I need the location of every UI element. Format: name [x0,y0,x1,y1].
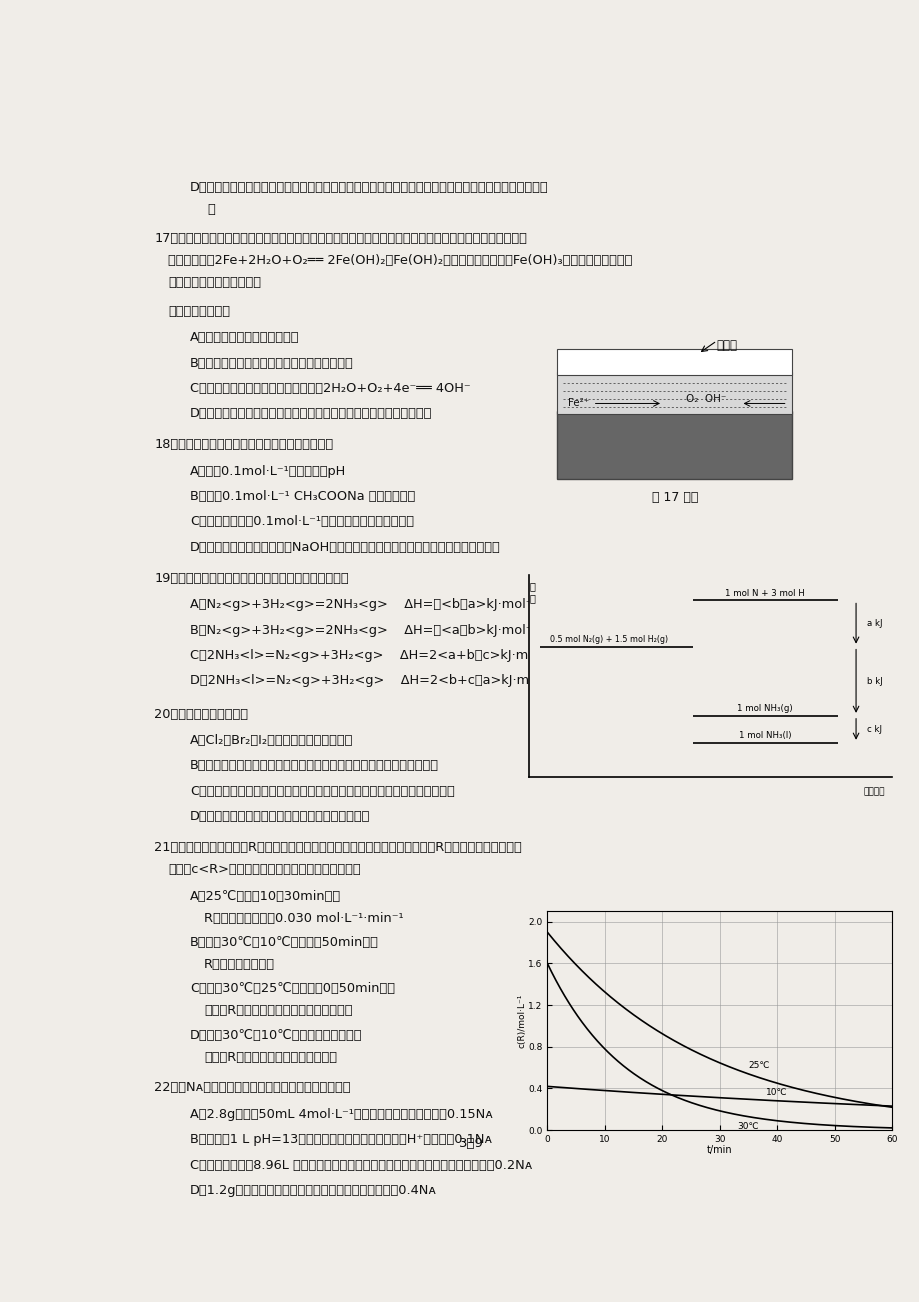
Text: b kJ: b kJ [866,677,881,686]
Text: Fe²⁺: Fe²⁺ [567,398,588,409]
Text: C．铁片腑蚀中负极发生的电极反应：2H₂O+O₂+4e⁻══ 4OH⁻: C．铁片腑蚀中负极发生的电极反应：2H₂O+O₂+4e⁻══ 4OH⁻ [189,381,470,395]
Text: A．N₂<g>+3H₂<g>=2NH₃<g>    ΔH=－<b－a>kJ·mol⁻¹: A．N₂<g>+3H₂<g>=2NH₃<g> ΔH=－<b－a>kJ·mol⁻¹ [189,598,537,611]
Text: C．氯氧化钓在燕融状态下离子键被削弱，形成自由移动的离子，具有导电性: C．氯氧化钓在燕融状态下离子键被削弱，形成自由移动的离子，具有导电性 [189,785,454,798]
Text: B．铁片腑蚀最严重区域应该是生锈最多的区域: B．铁片腑蚀最严重区域应该是生锈最多的区域 [189,357,353,370]
Text: 第 19 题图: 第 19 题图 [642,764,688,777]
Text: C．2NH₃<l>=N₂<g>+3H₂<g>    ΔH=2<a+b－c>kJ·mol⁻¹: C．2NH₃<l>=N₂<g>+3H₂<g> ΔH=2<a+b－c>kJ·mol… [189,648,550,661]
Text: 19．根据能量变化示意图，下列热化学方程式正确的是: 19．根据能量变化示意图，下列热化学方程式正确的是 [154,572,348,585]
Text: 水生成铁锈，其原理如图。: 水生成铁锈，其原理如图。 [168,276,261,289]
Text: D．对比30℃和10℃曲线，在同一时刻，: D．对比30℃和10℃曲线，在同一时刻， [189,1029,362,1042]
Text: 10℃: 10℃ [765,1088,787,1098]
Text: D．2NH₃<l>=N₂<g>+3H₂<g>    ΔH=2<b+c－a>kJ·mol⁻¹: D．2NH₃<l>=N₂<g>+3H₂<g> ΔH=2<b+c－a>kJ·mol… [189,674,551,687]
Text: 实验，c<R>随时间变化如图。下列说法不正确的是: 实验，c<R>随时间变化如图。下列说法不正确的是 [168,863,361,876]
Text: D．铁片里的铁和碳与食盐水形成无数微小原电池，发生了电化学腑蚀: D．铁片里的铁和碳与食盐水形成无数微小原电池，发生了电化学腑蚀 [189,408,432,421]
Bar [557,411,791,479]
Text: C．标准状况下，8.96L 氢气、一氧化碳的混合气体完全燃烧，消耗氧分子的数目为0.2Nᴀ: C．标准状况下，8.96L 氢气、一氧化碳的混合气体完全燃烧，消耗氧分子的数目为… [189,1159,532,1172]
Text: A．2.8g铁粉与50mL 4mol·L⁻¹盐酸反应转移电子的数目为0.15Nᴀ: A．2.8g铁粉与50mL 4mol·L⁻¹盐酸反应转移电子的数目为0.15Nᴀ [189,1108,493,1121]
Text: c kJ: c kJ [866,725,881,734]
Y-axis label: c(R)/mol·L⁻¹: c(R)/mol·L⁻¹ [517,993,527,1048]
Text: A．测入0.1mol·L⁻¹醒酸溶液的pH: A．测入0.1mol·L⁻¹醒酸溶液的pH [189,465,346,478]
Bar [557,349,791,375]
Text: R的分解平均速率为0.030 mol·L⁻¹·min⁻¹: R的分解平均速率为0.030 mol·L⁻¹·min⁻¹ [204,911,403,924]
Text: 反应过程: 反应过程 [863,788,884,797]
Text: D．向鸡蛋清的溶液中加入甲醇溶液，可观察到蛋白质发生凝聚，再加入蒸馏水，振荡后蛋白质又发生溶: D．向鸡蛋清的溶液中加入甲醇溶液，可观察到蛋白质发生凝聚，再加入蒸馏水，振荡后蛋… [189,181,548,194]
X-axis label: t/min: t/min [707,1146,732,1155]
Text: B．测入0.1mol·L⁻¹ CH₃COONa 溶液的酸碱性: B．测入0.1mol·L⁻¹ CH₃COONa 溶液的酸碱性 [189,490,414,503]
Text: 能说明R的分解速率随温度升高而增大: 能说明R的分解速率随温度升高而增大 [204,1051,336,1064]
Text: 第 17 题图: 第 17 题图 [651,491,698,504]
Text: 1 mol NH₃(g): 1 mol NH₃(g) [737,704,792,713]
Text: 18．为证明醒酸是弱电解质，下列方法不正确的是: 18．为证明醒酸是弱电解质，下列方法不正确的是 [154,439,333,452]
Text: D．比较相同物质的量浓度的NaOH溶液和醒酸溶液恰好反应完全时消耗两溶液的体积: D．比较相同物质的量浓度的NaOH溶液和醒酸溶液恰好反应完全时消耗两溶液的体积 [189,540,500,553]
Text: 22．论Nᴀ为阿伏加德罗常数的值，下列说法正确的是: 22．论Nᴀ为阿伏加德罗常数的值，下列说法正确的是 [154,1082,350,1095]
Text: A．铁片发生还原反应而被腑蚀: A．铁片发生还原反应而被腑蚀 [189,331,299,344]
Text: 21．为研究某溶液中溶质R的分解速率的影响因素，分别用三份不同初始浓度的R溶液在不同温度下进行: 21．为研究某溶液中溶质R的分解速率的影响因素，分别用三份不同初始浓度的R溶液在… [154,841,521,854]
Text: B．对比30℃和10℃曲线，在50min时，: B．对比30℃和10℃曲线，在50min时， [189,936,379,949]
Text: B．石英是由硅原子和氧原子构成的原子晶体，加热燕化时需破坏共价键: B．石英是由硅原子和氧原子构成的原子晶体，加热燕化时需破坏共价键 [189,759,438,772]
Text: 能
量: 能 量 [529,581,535,603]
Text: 25℃: 25℃ [748,1061,769,1070]
Text: O₂  OH⁻: O₂ OH⁻ [686,395,726,405]
Text: A．Cl₂、Br₂、I₂的分子间作用力依次减小: A．Cl₂、Br₂、I₂的分子间作用力依次减小 [189,734,353,747]
Text: D．1.2g金山石与石墨的混合物中含有碳碳单键的数目为0.4Nᴀ: D．1.2g金山石与石墨的混合物中含有碳碳单键的数目为0.4Nᴀ [189,1184,437,1197]
Bar [557,372,791,414]
Text: 1 mol NH₃(l): 1 mol NH₃(l) [738,730,790,740]
Text: R的分解百分率相等: R的分解百分率相等 [204,958,275,971]
Text: 食盐水: 食盐水 [715,339,736,352]
Text: 下列说法正确的是: 下列说法正确的是 [168,305,231,318]
Text: 3／9: 3／9 [459,1137,483,1150]
Text: 1 mol N + 3 mol H: 1 mol N + 3 mol H [724,589,804,598]
Text: 0.5 mol N₂(g) + 1.5 mol H₂(g): 0.5 mol N₂(g) + 1.5 mol H₂(g) [550,635,667,643]
Text: 第 21 题图: 第 21 题图 [649,1036,696,1049]
Text: 17．在一块表面无锈的铁片上滴食盐水，放置一段时间后看到铁片上有铁锈出现。铁片腑蚀过程中发生的总: 17．在一块表面无锈的铁片上滴食盐水，放置一段时间后看到铁片上有铁锈出现。铁片腑… [154,232,527,245]
Text: 能说明R的分解平均速率随温度升高而增大: 能说明R的分解平均速率随温度升高而增大 [204,1004,352,1017]
Text: B．N₂<g>+3H₂<g>=2NH₃<g>    ΔH=－<a－b>kJ·mol⁻¹: B．N₂<g>+3H₂<g>=2NH₃<g> ΔH=－<a－b>kJ·mol⁻¹ [189,624,537,637]
Text: A．25℃时，在10～30min内，: A．25℃时，在10～30min内， [189,889,341,902]
Text: 30℃: 30℃ [736,1122,758,1131]
Text: D．水电解生成氯气和氧气，有化学键的断裂和形成: D．水电解生成氯气和氧气，有化学键的断裂和形成 [189,810,369,823]
Text: 化学方程式：2Fe+2H₂O+O₂══ 2Fe(OH)₂，Fe(OH)₂进一步被氧气氧化为Fe(OH)₃，再在一定条件下脱: 化学方程式：2Fe+2H₂O+O₂══ 2Fe(OH)₂，Fe(OH)₂进一步被… [168,254,632,267]
Text: C．比较浓度均为0.1mol·L⁻¹盐酸和醒酸溶液的导电能力: C．比较浓度均为0.1mol·L⁻¹盐酸和醒酸溶液的导电能力 [189,516,414,529]
Text: a kJ: a kJ [866,618,881,628]
Text: C．对比30℃和25℃曲线，在0～50min内，: C．对比30℃和25℃曲线，在0～50min内， [189,982,394,995]
Text: B．常温下1 L pH=13的氯氧化钓溶液中由水电离出的H⁺的数目为0.1Nᴀ: B．常温下1 L pH=13的氯氧化钓溶液中由水电离出的H⁺的数目为0.1Nᴀ [189,1133,492,1146]
Text: 解: 解 [208,203,215,216]
Text: 20．下列说法不正确的是: 20．下列说法不正确的是 [154,708,248,720]
